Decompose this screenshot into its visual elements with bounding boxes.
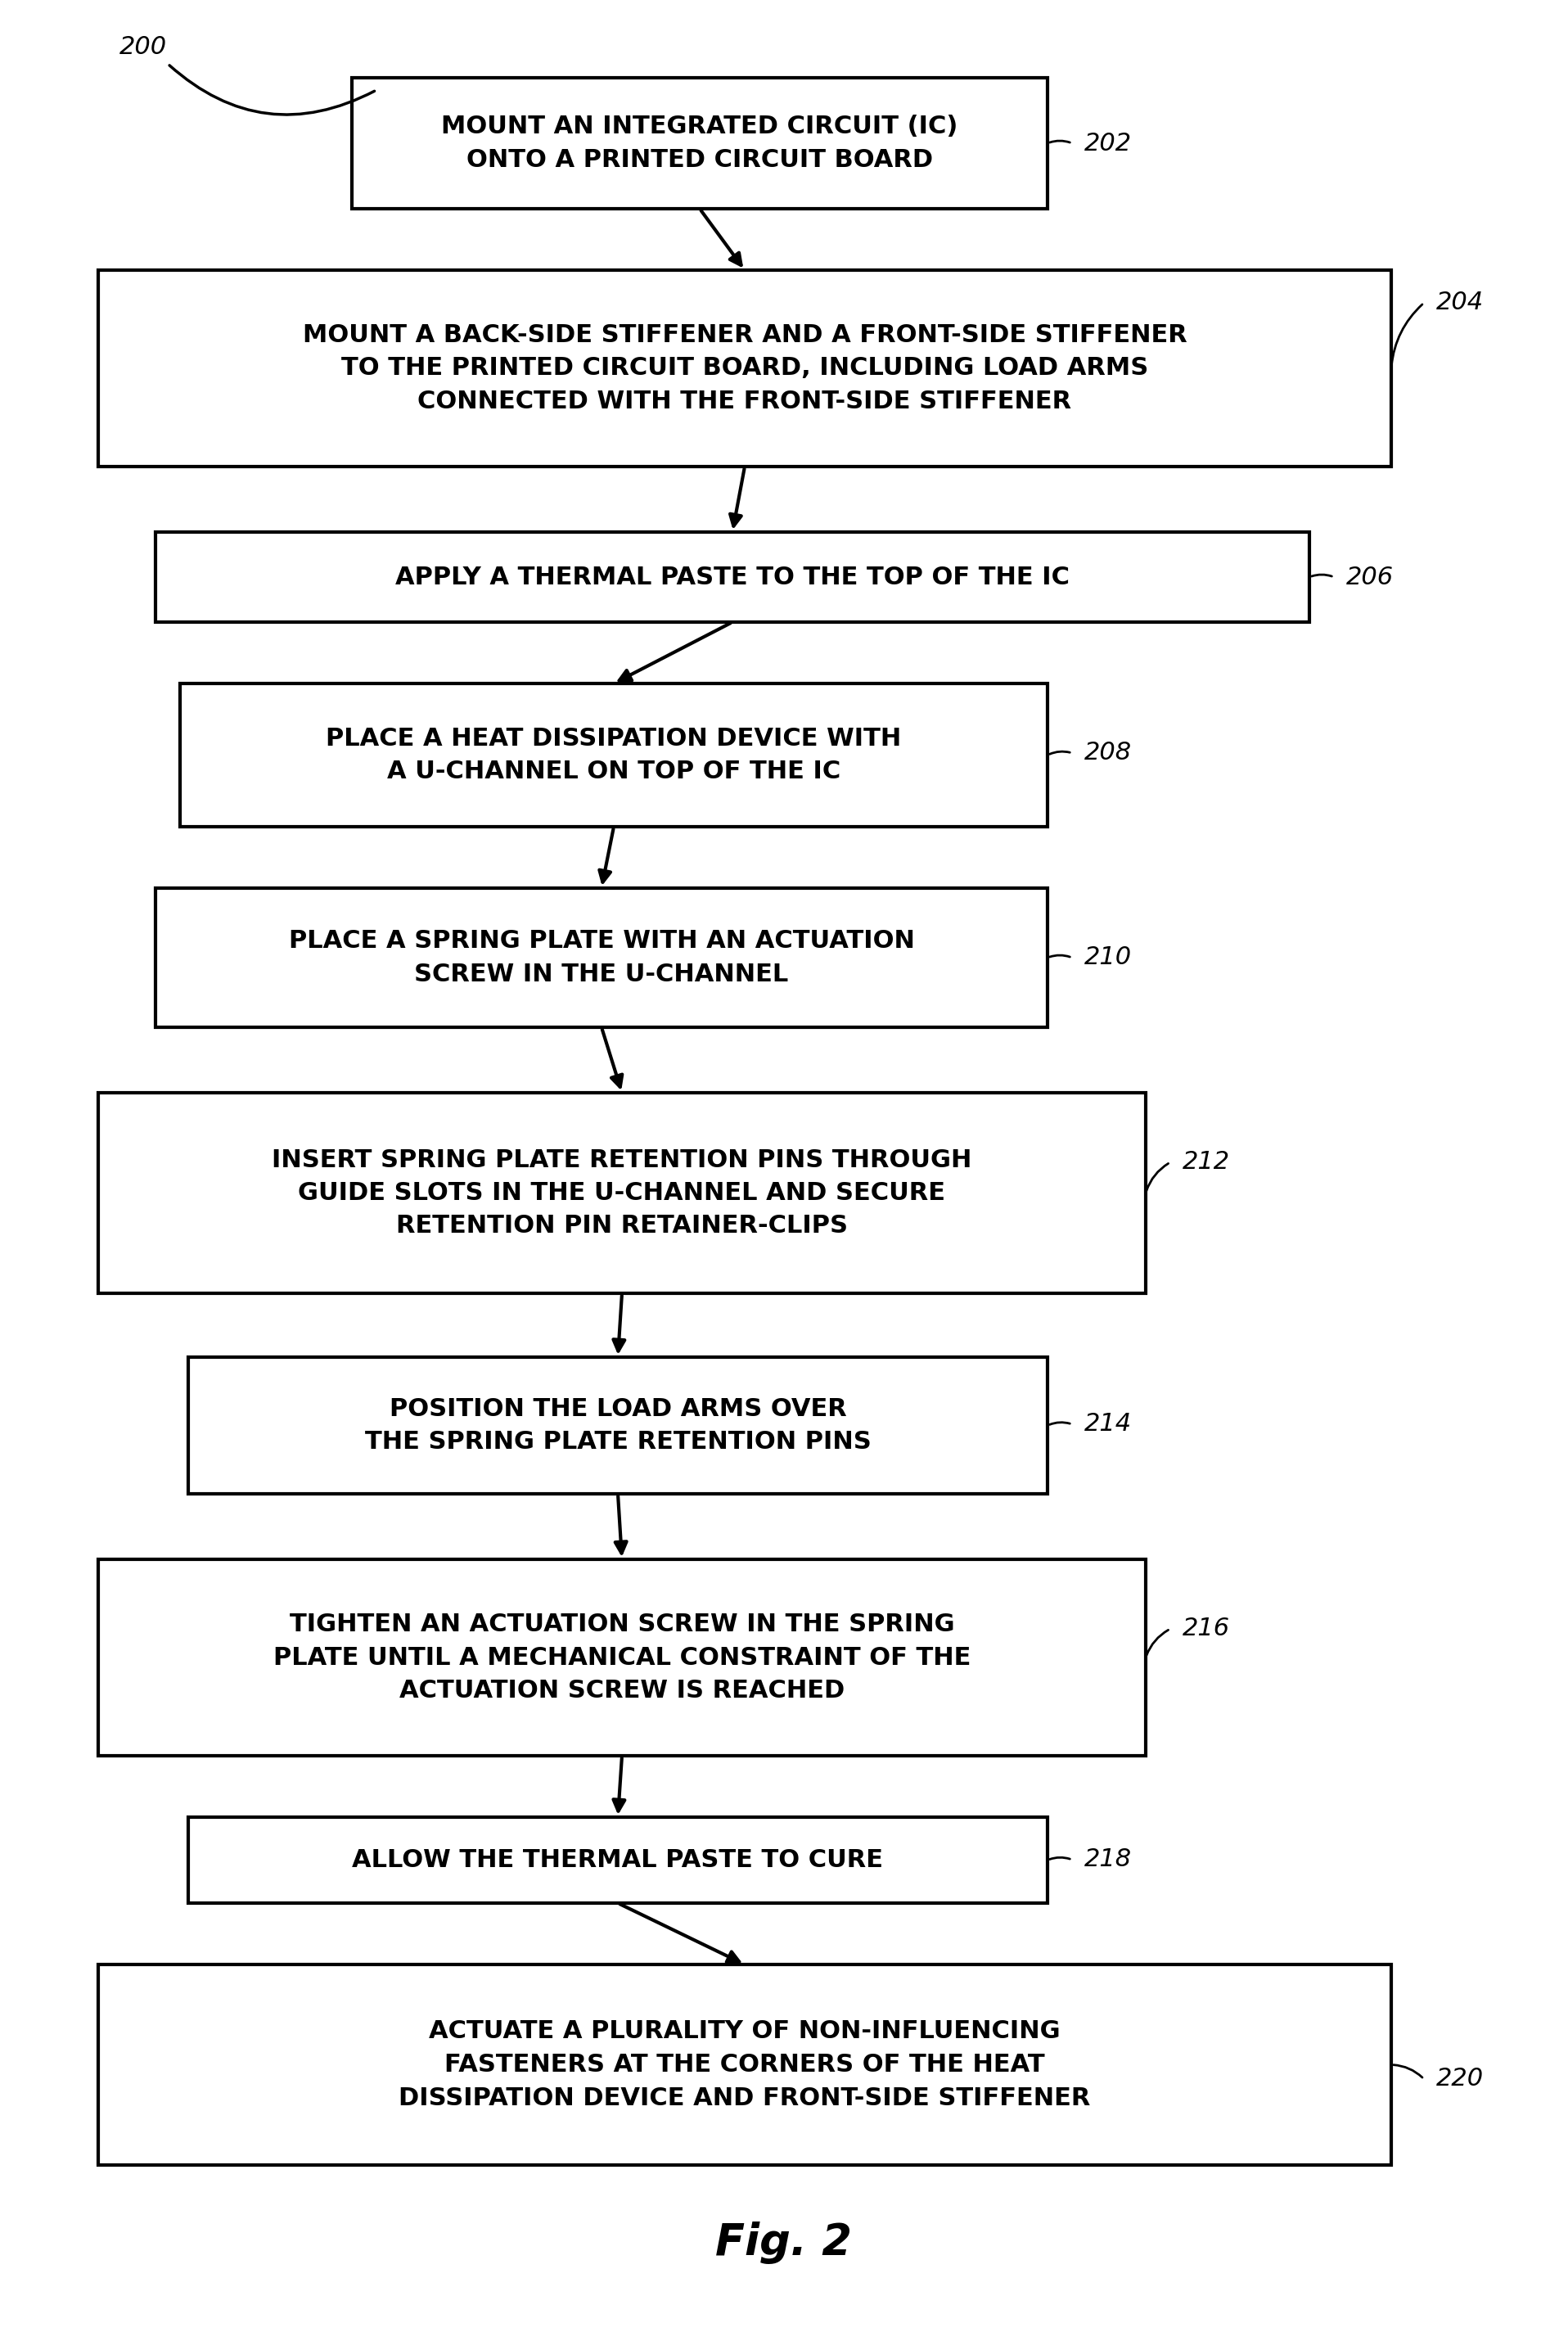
Text: 208: 208 bbox=[1085, 742, 1132, 765]
Bar bbox=[188, 1357, 1047, 1495]
Text: INSERT SPRING PLATE RETENTION PINS THROUGH
GUIDE SLOTS IN THE U-CHANNEL AND SECU: INSERT SPRING PLATE RETENTION PINS THROU… bbox=[271, 1147, 972, 1238]
Text: 204: 204 bbox=[1436, 292, 1483, 315]
Text: 216: 216 bbox=[1182, 1616, 1231, 1642]
Text: MOUNT A BACK-SIDE STIFFENER AND A FRONT-SIDE STIFFENER
TO THE PRINTED CIRCUIT BO: MOUNT A BACK-SIDE STIFFENER AND A FRONT-… bbox=[303, 324, 1187, 413]
Text: POSITION THE LOAD ARMS OVER
THE SPRING PLATE RETENTION PINS: POSITION THE LOAD ARMS OVER THE SPRING P… bbox=[365, 1397, 872, 1453]
Bar bbox=[99, 271, 1391, 466]
Text: PLACE A HEAT DISSIPATION DEVICE WITH
A U-CHANNEL ON TOP OF THE IC: PLACE A HEAT DISSIPATION DEVICE WITH A U… bbox=[326, 728, 902, 784]
Text: 212: 212 bbox=[1182, 1150, 1231, 1175]
Text: 220: 220 bbox=[1436, 2066, 1483, 2092]
Text: 202: 202 bbox=[1085, 131, 1132, 156]
Text: 206: 206 bbox=[1347, 564, 1394, 590]
Text: TIGHTEN AN ACTUATION SCREW IN THE SPRING
PLATE UNTIL A MECHANICAL CONSTRAINT OF : TIGHTEN AN ACTUATION SCREW IN THE SPRING… bbox=[273, 1611, 971, 1702]
Text: 214: 214 bbox=[1085, 1413, 1132, 1437]
Bar bbox=[99, 1560, 1146, 1756]
Text: ALLOW THE THERMAL PASTE TO CURE: ALLOW THE THERMAL PASTE TO CURE bbox=[353, 1849, 883, 1873]
Bar bbox=[188, 1817, 1047, 1903]
Text: MOUNT AN INTEGRATED CIRCUIT (IC)
ONTO A PRINTED CIRCUIT BOARD: MOUNT AN INTEGRATED CIRCUIT (IC) ONTO A … bbox=[441, 114, 958, 173]
Text: APPLY A THERMAL PASTE TO THE TOP OF THE IC: APPLY A THERMAL PASTE TO THE TOP OF THE … bbox=[395, 564, 1069, 590]
Bar bbox=[99, 1964, 1391, 2164]
Text: ACTUATE A PLURALITY OF NON-INFLUENCING
FASTENERS AT THE CORNERS OF THE HEAT
DISS: ACTUATE A PLURALITY OF NON-INFLUENCING F… bbox=[398, 2020, 1091, 2110]
Text: PLACE A SPRING PLATE WITH AN ACTUATION
SCREW IN THE U-CHANNEL: PLACE A SPRING PLATE WITH AN ACTUATION S… bbox=[289, 928, 914, 986]
Bar bbox=[155, 888, 1047, 1028]
Bar bbox=[180, 683, 1047, 828]
Bar bbox=[99, 1094, 1146, 1294]
Text: 210: 210 bbox=[1085, 947, 1132, 970]
Bar bbox=[155, 532, 1309, 623]
Bar bbox=[351, 77, 1047, 210]
Text: Fig. 2: Fig. 2 bbox=[715, 2222, 853, 2264]
Text: 200: 200 bbox=[119, 35, 168, 58]
Text: 218: 218 bbox=[1085, 1847, 1132, 1873]
